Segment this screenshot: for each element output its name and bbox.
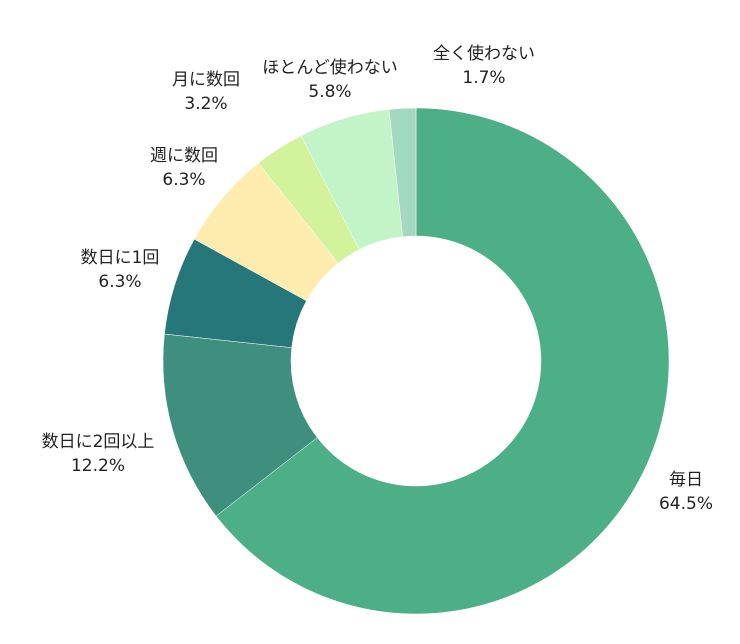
donut-slice-6	[388, 107, 417, 237]
label-weekly: 週に数回 6.3%	[150, 144, 218, 192]
slice-label: 毎日	[668, 470, 703, 490]
slice-label: 週に数回	[150, 146, 218, 166]
label-rarely: ほとんど使わない 5.8%	[262, 56, 398, 104]
slice-value: 6.3%	[162, 170, 206, 190]
donut-slice-0	[215, 107, 670, 615]
label-daily: 毎日 64.5%	[659, 468, 713, 516]
slice-label: 数日に2回以上	[41, 432, 155, 452]
slice-value: 64.5%	[658, 494, 714, 514]
slice-label: 全く使わない	[433, 44, 535, 64]
slice-label: 月に数回	[172, 70, 240, 90]
slice-value: 5.8%	[308, 82, 352, 102]
slice-value: 6.3%	[98, 272, 142, 292]
slice-value: 3.2%	[184, 94, 228, 114]
label-monthly: 月に数回 3.2%	[172, 68, 240, 116]
label-several-days-twice: 数日に2回以上 12.2%	[42, 430, 155, 478]
label-several-days-once: 数日に1回 6.3%	[81, 246, 160, 294]
slice-label: ほとんど使わない	[262, 58, 398, 78]
slice-value: 1.7%	[462, 68, 506, 88]
label-never: 全く使わない 1.7%	[433, 42, 535, 90]
slice-label: 数日に1回	[80, 248, 160, 268]
slice-value: 12.2%	[70, 456, 126, 476]
